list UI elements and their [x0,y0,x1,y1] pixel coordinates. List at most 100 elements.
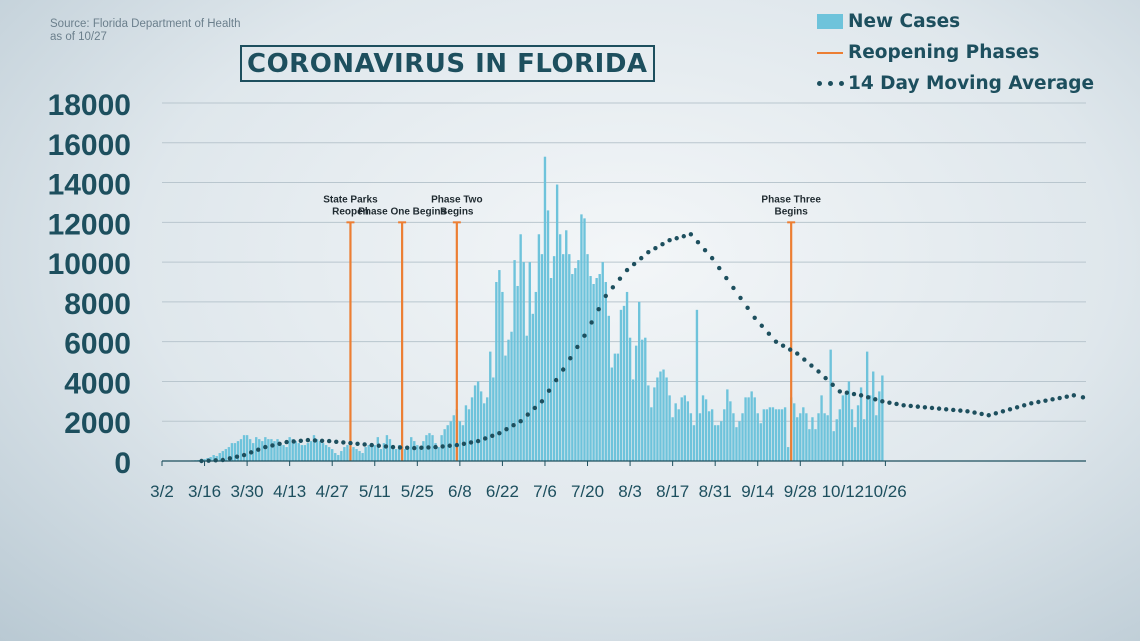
case-bar [817,413,820,461]
moving-average-dot [1071,393,1077,398]
case-bar [309,441,313,461]
moving-average-dot [596,306,601,312]
case-bar [674,403,677,461]
case-bar [410,437,413,461]
case-bar [279,443,282,461]
case-bar [239,439,243,461]
case-bar [233,443,237,461]
x-tick-label: 5/11 [359,482,391,501]
case-bar [777,409,781,461]
case-bar [261,441,264,461]
moving-average-dot [241,452,247,458]
case-bar [373,445,376,461]
case-bar [513,260,516,461]
case-bar [628,337,632,461]
case-bar [771,407,775,461]
moving-average-dot [631,261,637,267]
case-bar [294,441,297,461]
moving-average-dot [575,344,580,350]
case-bar [416,445,419,461]
moving-average-dot [305,437,311,443]
case-bar [698,413,702,461]
moving-average-dot [291,439,296,444]
y-tick-label: 14000 [48,169,131,202]
moving-average-dot [1007,407,1013,412]
case-bar [625,291,629,461]
case-bar [467,409,471,461]
case-bar [476,381,480,461]
moving-average-dot [745,305,750,311]
moving-average-dot [795,351,800,356]
case-bar [741,413,744,461]
case-bar [501,291,504,461]
moving-average-dot [546,388,552,393]
case-bar [823,413,826,461]
case-bar [382,443,386,461]
case-bar [878,391,881,461]
moving-average-dot [766,331,772,336]
case-bar [558,234,562,461]
case-bar [668,395,671,461]
moving-average-dot [248,450,254,455]
case-bar [765,409,769,461]
case-bar [507,339,510,461]
case-bar [479,391,483,461]
moving-average-dot [979,411,984,417]
x-tick-label: 4/13 [273,482,306,501]
case-bar [729,401,732,461]
case-bar [370,443,373,461]
moving-average-dot [561,367,566,372]
case-bar [203,459,206,461]
case-bar [486,397,489,461]
case-bar [470,397,474,461]
case-bar [786,447,790,461]
case-bar [656,377,659,461]
case-bar [704,399,708,461]
moving-average-dot [837,389,843,394]
moving-average-dot [1043,398,1048,403]
case-bar [273,441,276,461]
case-bar [723,409,726,461]
moving-average-dot [348,440,353,446]
moving-average-dot [681,234,686,239]
source-line: Source: Florida Department of Health [50,18,241,30]
case-bar [285,447,288,461]
case-bar [881,375,884,461]
case-bar [747,397,750,461]
moving-average-dot [461,441,467,446]
case-bar [689,413,693,461]
moving-average-dot [738,295,743,301]
legend-item-reopening: Reopening Phases [816,37,1094,68]
y-tick-label: 16000 [48,129,131,162]
legend-swatch-line [816,51,844,54]
case-bar [647,385,650,461]
moving-average-dot [603,293,608,299]
case-bar [473,385,477,461]
case-bar [802,407,805,461]
phase-label: State Parks [323,194,378,205]
case-bar [361,453,364,461]
y-tick-label: 2000 [64,407,131,440]
case-bar [713,425,717,461]
case-bar [270,439,273,461]
case-bar [577,260,580,461]
source-note: Source: Florida Department of Health as … [50,18,240,44]
case-bar [528,262,531,461]
moving-average-dot [1057,395,1062,401]
moving-average-dot [1064,394,1069,399]
moving-average-dot [454,442,460,448]
case-bar [267,439,270,461]
moving-average-dot [355,441,360,446]
moving-average-dot [482,436,488,441]
moving-average-dot [674,236,679,241]
moving-average-dot [518,419,523,424]
case-bar [583,218,586,461]
moving-average-dot [334,439,339,444]
phase-label: Phase One Begins [358,206,446,217]
case-bar [586,254,589,461]
case-bar [327,447,331,461]
case-bar [391,447,395,461]
legend-swatch-bar [816,14,844,29]
case-bar [659,371,662,461]
